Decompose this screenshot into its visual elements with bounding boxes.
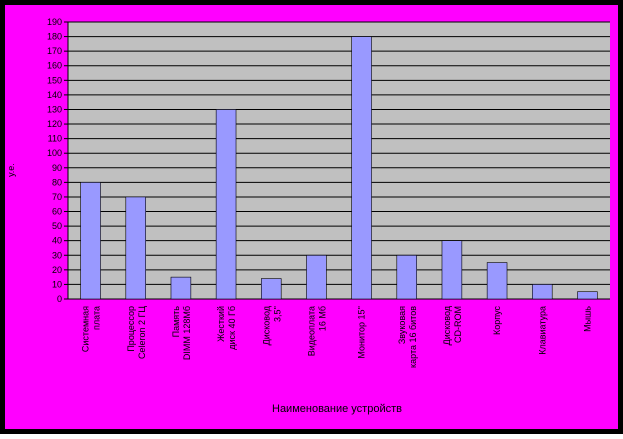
- x-tick-label: Монитор 15'': [357, 306, 367, 359]
- x-axis-label: Наименование устройств: [272, 403, 402, 415]
- y-tick-label: 20: [52, 265, 62, 275]
- y-tick-label: 190: [47, 17, 62, 27]
- bar: [215, 109, 237, 300]
- y-tick-label: 100: [47, 148, 62, 158]
- x-tick-label: Клавиатура: [537, 306, 547, 355]
- y-tick-label: 170: [47, 46, 62, 56]
- bar: [486, 262, 508, 300]
- y-tick-label: 0: [57, 294, 62, 304]
- y-tick-label: 160: [47, 61, 62, 71]
- y-tick-label: 140: [47, 90, 62, 100]
- x-tick-label: Мышь: [582, 306, 592, 332]
- bar: [532, 284, 553, 300]
- y-tick-label: 180: [47, 32, 62, 42]
- bar: [441, 240, 463, 300]
- y-axis-label: у.е.: [6, 163, 16, 177]
- y-tick-label: 10: [52, 279, 62, 289]
- y-tick-label: 50: [52, 221, 62, 231]
- y-tick-label: 130: [47, 104, 62, 114]
- bar: [351, 36, 372, 300]
- x-tick-label: Дисковод 3,5'': [261, 305, 282, 345]
- bar: [170, 276, 192, 300]
- bar: [577, 291, 598, 300]
- y-tick-label: 90: [52, 163, 62, 173]
- y-tick-label: 70: [52, 192, 62, 202]
- y-tick-label: 150: [47, 75, 62, 85]
- bar: [306, 254, 327, 300]
- y-tick-label: 60: [52, 207, 62, 217]
- x-tick-label: Процессор Celeron 2 ГЦ: [126, 306, 147, 362]
- bar: [80, 182, 101, 300]
- y-tick-label: 120: [47, 119, 62, 129]
- x-tick-label: Видеоплата 16 Мб: [306, 306, 327, 356]
- x-tick-label: Жесткий диск 40 Гб: [216, 306, 237, 352]
- bar: [396, 254, 417, 300]
- x-tick-label: Дисковод CD-ROM: [442, 305, 463, 345]
- bar: [125, 196, 146, 300]
- x-tick-label: Память DIMM 128Мб: [171, 306, 192, 363]
- plot-area: [68, 22, 610, 299]
- x-tick-label: Корпус: [492, 306, 502, 336]
- y-tick-label: 110: [48, 134, 62, 144]
- y-tick-label: 30: [52, 250, 62, 260]
- x-tick-label: Системная плата: [81, 306, 102, 352]
- x-tick-label: Звуковая карта 16 битов: [397, 306, 418, 371]
- bar: [261, 278, 282, 300]
- y-tick-label: 80: [52, 177, 62, 187]
- y-tick-label: 40: [52, 236, 62, 246]
